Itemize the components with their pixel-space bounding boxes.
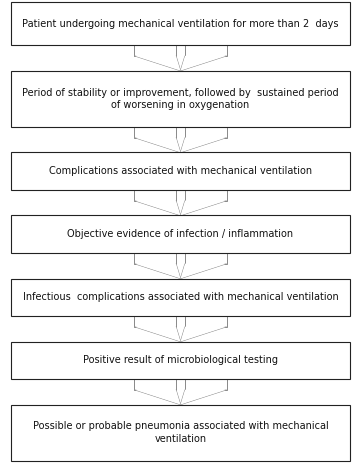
Bar xyxy=(185,379,227,390)
Bar xyxy=(185,253,227,263)
Bar xyxy=(11,215,350,253)
Bar xyxy=(134,127,176,138)
Polygon shape xyxy=(180,56,227,71)
Bar xyxy=(11,405,350,461)
Text: Period of stability or improvement, followed by  sustained period
of worsening i: Period of stability or improvement, foll… xyxy=(22,88,339,110)
Bar xyxy=(11,279,350,316)
Bar xyxy=(185,316,227,327)
Polygon shape xyxy=(134,390,180,405)
Bar xyxy=(11,2,350,45)
Text: Objective evidence of infection / inflammation: Objective evidence of infection / inflam… xyxy=(68,229,293,239)
Text: Infectious  complications associated with mechanical ventilation: Infectious complications associated with… xyxy=(23,292,338,302)
Polygon shape xyxy=(134,200,180,215)
Polygon shape xyxy=(134,56,180,71)
Polygon shape xyxy=(180,390,227,405)
Bar xyxy=(11,152,350,190)
Polygon shape xyxy=(134,263,180,279)
Bar xyxy=(185,190,227,200)
Bar xyxy=(11,342,350,379)
Text: Possible or probable pneumonia associated with mechanical
ventilation: Possible or probable pneumonia associate… xyxy=(32,421,329,444)
Polygon shape xyxy=(180,263,227,279)
Text: Positive result of microbiological testing: Positive result of microbiological testi… xyxy=(83,355,278,365)
Bar xyxy=(11,71,350,127)
Text: Patient undergoing mechanical ventilation for more than 2  days: Patient undergoing mechanical ventilatio… xyxy=(22,19,339,29)
Polygon shape xyxy=(134,138,180,152)
Bar xyxy=(134,379,176,390)
Polygon shape xyxy=(180,327,227,342)
Polygon shape xyxy=(180,138,227,152)
Polygon shape xyxy=(134,327,180,342)
Bar xyxy=(134,45,176,56)
Polygon shape xyxy=(180,200,227,215)
Bar xyxy=(134,190,176,200)
Text: Complications associated with mechanical ventilation: Complications associated with mechanical… xyxy=(49,166,312,176)
Bar xyxy=(185,45,227,56)
Bar xyxy=(134,253,176,263)
Bar xyxy=(134,316,176,327)
Bar xyxy=(185,127,227,138)
